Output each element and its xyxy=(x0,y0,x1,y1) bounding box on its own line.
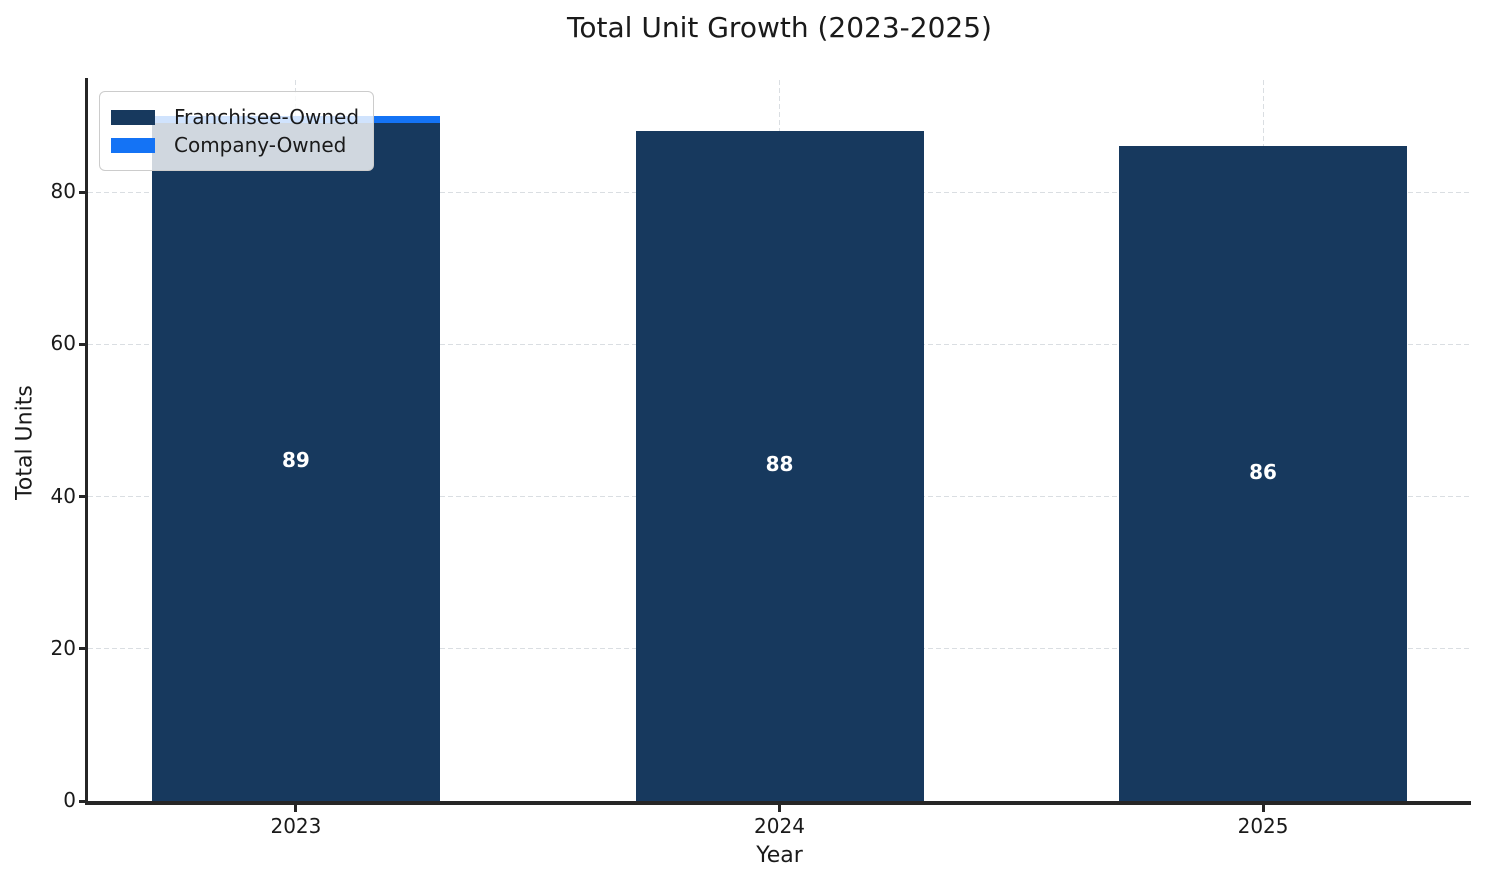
legend: Franchisee-Owned Company-Owned xyxy=(99,91,375,171)
legend-item-label: Company-Owned xyxy=(174,133,347,157)
legend-item: Franchisee-Owned xyxy=(111,104,359,130)
bar-value-label: 88 xyxy=(765,452,794,477)
x-tick-label: 2024 xyxy=(754,814,805,838)
y-tick-mark xyxy=(79,799,88,803)
legend-item-label: Franchisee-Owned xyxy=(174,105,360,129)
x-tick-mark xyxy=(294,803,298,812)
chart-title: Total Unit Growth (2023-2025) xyxy=(567,11,992,44)
legend-item: Company-Owned xyxy=(111,132,359,158)
bar-segment-franchisee-owned-2024 xyxy=(635,131,924,801)
x-tick-label: 2023 xyxy=(270,814,322,838)
y-tick-label: 0 xyxy=(63,788,76,812)
y-tick-mark xyxy=(79,647,88,651)
y-axis-label: Total Units xyxy=(12,385,38,500)
x-axis-label: Year xyxy=(756,843,803,868)
x-tick-mark xyxy=(778,803,781,812)
y-tick-label: 40 xyxy=(50,483,76,508)
bar-segment-franchisee-owned-2025 xyxy=(1119,146,1408,801)
legend-swatch-company xyxy=(111,137,155,153)
y-tick-label: 60 xyxy=(50,331,76,356)
y-tick-mark xyxy=(79,495,88,498)
legend-swatch-franchisee xyxy=(111,109,155,125)
bar-segment-franchisee-owned-2023 xyxy=(151,123,440,801)
y-axis-spine xyxy=(85,78,88,804)
x-tick-label: 2025 xyxy=(1237,814,1289,838)
y-tick-label: 20 xyxy=(50,635,76,660)
bar-value-label: 89 xyxy=(282,448,310,473)
y-tick-mark xyxy=(79,342,88,346)
y-tick-mark xyxy=(79,190,88,194)
bar-value-label: 86 xyxy=(1249,459,1277,484)
y-tick-label: 80 xyxy=(50,179,76,203)
x-tick-mark xyxy=(1261,803,1265,812)
